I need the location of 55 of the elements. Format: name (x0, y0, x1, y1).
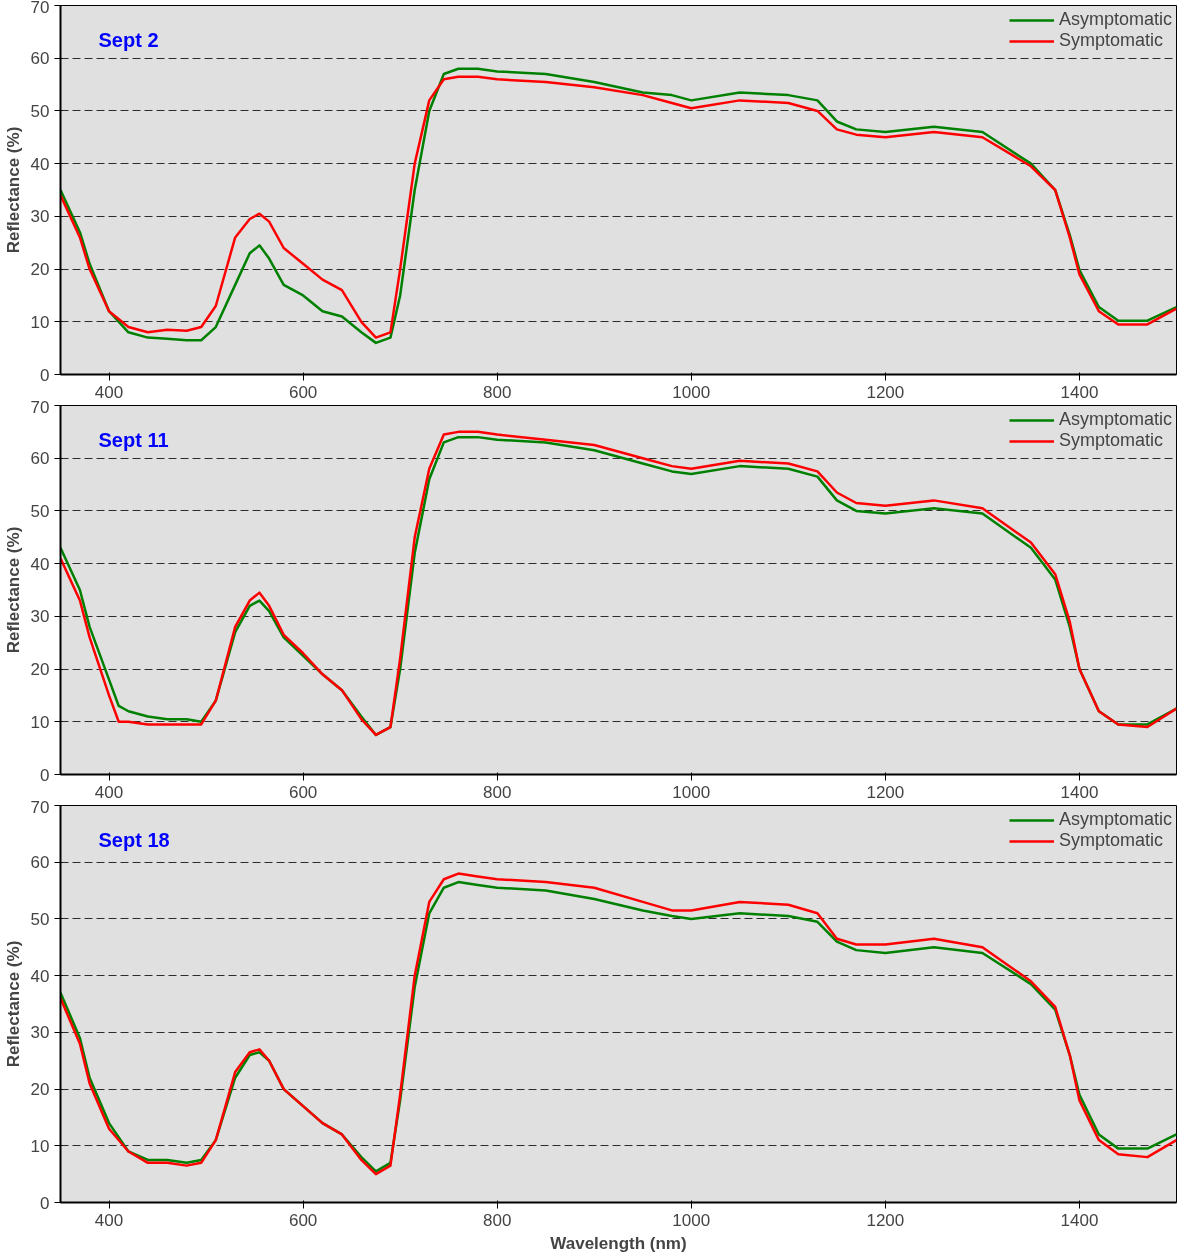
x-tick-label: 1200 (866, 382, 905, 402)
y-tick-label: 60 (30, 853, 50, 873)
y-tick-label: 20 (30, 660, 50, 680)
y-tick-label: 0 (40, 365, 50, 385)
legend-label: Asymptomatic (1058, 9, 1172, 30)
x-tick-label: 800 (483, 782, 512, 802)
x-tick-label: 400 (94, 382, 124, 402)
y-axis-title: Reflectance (%) (3, 526, 23, 654)
x-tick-label: 1400 (1060, 782, 1099, 802)
y-tick-label: 40 (30, 554, 50, 574)
y-tick-label: 60 (30, 449, 50, 469)
annotation: Sept 18 (98, 828, 170, 851)
x-tick-label: 600 (288, 782, 318, 802)
x-tick-label: 1400 (1060, 1210, 1099, 1230)
y-tick-label: 50 (30, 501, 50, 521)
y-tick-label: 70 (30, 397, 50, 417)
y-tick-label: 60 (30, 49, 50, 69)
y-tick-label: 20 (30, 260, 50, 280)
legend-label: Asymptomatic (1058, 809, 1172, 830)
x-tick-label: 1000 (672, 782, 711, 802)
annotation: Sept 11 (98, 428, 169, 451)
annotation: Sept 2 (98, 28, 159, 51)
x-tick-label: 800 (483, 1210, 512, 1230)
x-tick-label: 400 (94, 782, 124, 802)
y-tick-label: 10 (30, 1136, 50, 1156)
y-tick-label: 70 (30, 797, 50, 817)
x-tick-label: 400 (94, 1210, 124, 1230)
x-tick-label: 1000 (672, 1210, 711, 1230)
legend-label: Symptomatic (1058, 830, 1163, 851)
x-tick-label: 1400 (1060, 382, 1099, 402)
y-tick-label: 10 (30, 712, 50, 732)
y-tick-label: 30 (30, 207, 50, 227)
x-tick-label: 1000 (672, 382, 711, 402)
y-tick-label: 40 (30, 154, 50, 174)
x-tick-label: 1200 (866, 782, 905, 802)
legend-label: Symptomatic (1058, 30, 1163, 51)
y-axis-title: Reflectance (%) (3, 126, 23, 254)
x-tick-label: 800 (483, 382, 512, 402)
x-tick-label: 1200 (866, 1210, 905, 1230)
y-tick-label: 50 (30, 909, 50, 929)
y-axis-title: Reflectance (%) (3, 940, 23, 1068)
x-axis-title: Wavelength (nm) (550, 1233, 687, 1253)
y-tick-label: 30 (30, 1023, 50, 1043)
y-tick-label: 0 (40, 1193, 50, 1213)
x-tick-label: 600 (288, 382, 318, 402)
y-tick-label: 70 (30, 0, 50, 17)
y-tick-label: 0 (40, 765, 50, 785)
legend-label: Symptomatic (1058, 430, 1163, 451)
y-tick-label: 10 (30, 312, 50, 332)
y-tick-label: 20 (30, 1080, 50, 1100)
y-tick-label: 40 (30, 966, 50, 986)
y-tick-label: 50 (30, 101, 50, 121)
legend-label: Asymptomatic (1058, 409, 1172, 430)
y-tick-label: 30 (30, 607, 50, 627)
x-tick-label: 600 (288, 1210, 318, 1230)
